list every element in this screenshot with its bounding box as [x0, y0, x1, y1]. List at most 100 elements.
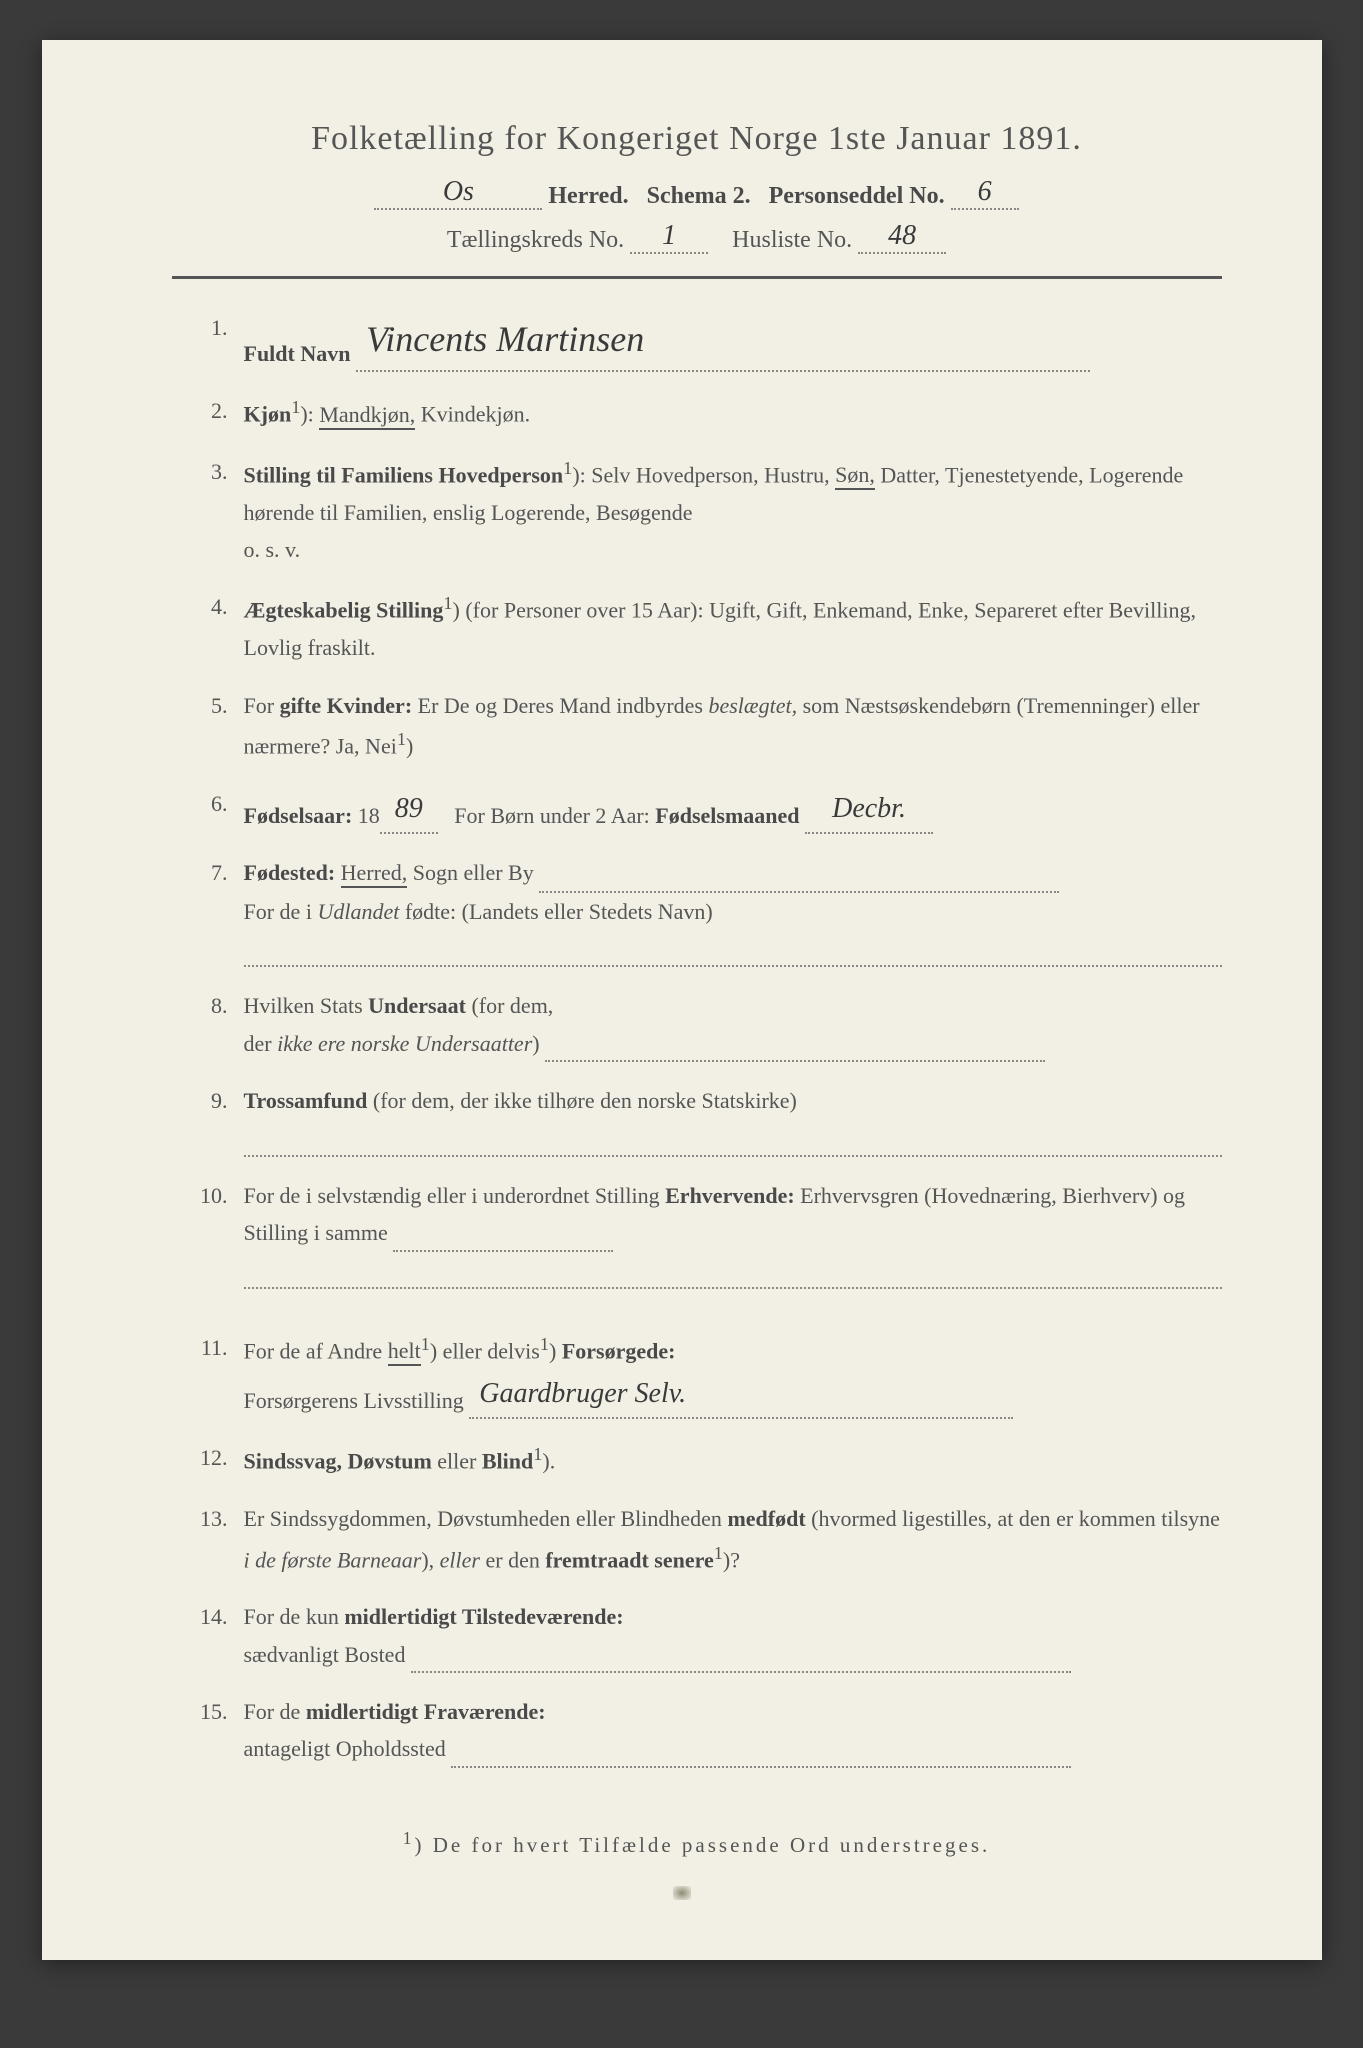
form-title: Folketælling for Kongeriget Norge 1ste J…	[172, 120, 1222, 158]
q3-label: Stilling til Familiens Hovedperson	[244, 462, 564, 487]
q10-dotline2	[244, 1265, 1222, 1289]
q5-italic: beslægtet,	[708, 693, 797, 718]
q8-label: Undersaat	[368, 993, 466, 1018]
q11-sup2: 1	[540, 1334, 549, 1354]
header-line-1: Os Herred. Schema 2. Personseddel No. 6	[172, 176, 1222, 210]
footnote-text: ) De for hvert Tilfælde passende Ord und…	[415, 1833, 991, 1857]
q14-label: midlertidigt Tilstedeværende:	[344, 1604, 623, 1629]
kreds-value: 1	[662, 220, 676, 252]
q6-prefix: 18	[358, 803, 380, 828]
q14-num: 14.	[172, 1598, 244, 1673]
q13-italic2: eller	[440, 1547, 480, 1572]
q3-num: 3.	[172, 453, 244, 569]
q2-opt-kvindekjon: Kvindekjøn.	[421, 402, 530, 427]
census-form-page: Folketælling for Kongeriget Norge 1ste J…	[42, 40, 1322, 1960]
q2-opt-mandkjon: Mandkjøn,	[319, 402, 415, 430]
q8-close: )	[532, 1031, 539, 1056]
q11-value-field: Gaardbruger Selv.	[469, 1370, 1013, 1420]
kreds-label: Tællingskreds No.	[447, 227, 624, 253]
herred-field: Os	[374, 176, 542, 210]
q13-num: 13.	[172, 1500, 244, 1578]
q13-italic1: i de første Barneaar	[244, 1547, 422, 1572]
q2-label: Kjøn	[244, 402, 292, 427]
q12-num: 12.	[172, 1439, 244, 1480]
q11-helt: helt	[388, 1338, 421, 1366]
q2: 2. Kjøn1): Mandkjøn, Kvindekjøn.	[172, 392, 1222, 433]
q6-label: Fødselsaar:	[244, 803, 353, 828]
q15-line2: antageligt Opholdssted	[244, 1736, 446, 1761]
divider	[172, 276, 1222, 279]
q15-label: midlertidigt Fraværende:	[306, 1699, 546, 1724]
q8-text1: Hvilken Stats	[244, 993, 363, 1018]
q10-dotline1	[393, 1228, 613, 1252]
ink-blotch	[673, 1886, 691, 1900]
q4-sup: 1	[443, 593, 452, 613]
q4: 4. Ægteskabelig Stilling1) (for Personer…	[172, 588, 1222, 666]
q6-year-field: 89	[380, 785, 438, 835]
personseddel-field: 6	[951, 176, 1019, 210]
q1-field: Vincents Martinsen	[356, 309, 1090, 372]
q7-label: Fødested:	[244, 860, 336, 885]
q2-num: 2.	[172, 392, 244, 433]
q7-dotline	[539, 869, 1059, 893]
q12-label2: Blind	[482, 1449, 533, 1474]
q2-colon: ):	[300, 402, 313, 427]
q5-num: 5.	[172, 687, 244, 765]
q8-dotline	[545, 1038, 1045, 1062]
herred-label: Herred.	[548, 183, 628, 209]
q12-label: Sindssvag, Døvstum	[244, 1449, 432, 1474]
q7-text1: Sogn eller By	[413, 860, 534, 885]
q15-num: 15.	[172, 1693, 244, 1768]
q11-sup1: 1	[421, 1334, 430, 1354]
q13-text2: (hvormed ligestilles, at den er kommen t…	[811, 1506, 1220, 1531]
q13-text1: Er Sindssygdommen, Døvstumheden eller Bl…	[244, 1506, 722, 1531]
q5-label: gifte Kvinder:	[280, 693, 413, 718]
q11-text2: ) eller delvis	[430, 1338, 540, 1363]
q8-line2: der	[244, 1031, 272, 1056]
q12-close: ).	[542, 1449, 555, 1474]
q14-dotline	[411, 1649, 1071, 1673]
q7-italic: Udlandet	[317, 899, 399, 924]
q3-sup: 1	[563, 458, 572, 478]
q5-close: )	[406, 733, 413, 758]
q13-text3: ),	[421, 1547, 434, 1572]
q5: 5. For gifte Kvinder: Er De og Deres Man…	[172, 687, 1222, 765]
q10: 10. For de i selvstændig eller i underor…	[172, 1177, 1222, 1289]
q9-num: 9.	[172, 1082, 244, 1157]
q1-label: Fuldt Navn	[244, 341, 351, 366]
q11-value: Gaardbruger Selv.	[479, 1370, 686, 1418]
q11-line2: Forsørgerens Livsstilling	[244, 1388, 464, 1413]
q3: 3. Stilling til Familiens Hovedperson1):…	[172, 453, 1222, 569]
q13-text4: er den	[485, 1547, 539, 1572]
q13-close: )?	[723, 1547, 740, 1572]
q5-sup: 1	[397, 729, 406, 749]
q11-num: 11.	[172, 1329, 244, 1419]
husliste-value: 48	[888, 220, 916, 252]
q15-text1: For de	[244, 1699, 301, 1724]
q4-label: Ægteskabelig Stilling	[244, 598, 444, 623]
q9: 9. Trossamfund (for dem, der ikke tilhør…	[172, 1082, 1222, 1157]
q7-num: 7.	[172, 854, 244, 967]
q13-sup: 1	[714, 1543, 723, 1563]
schema-label: Schema 2.	[647, 183, 751, 209]
q15: 15. For de midlertidigt Fraværende: anta…	[172, 1693, 1222, 1768]
q9-dotline	[244, 1133, 1222, 1157]
q13-label1: medfødt	[727, 1506, 805, 1531]
q6-year: 89	[395, 785, 423, 833]
footnote: 1) De for hvert Tilfælde passende Ord un…	[172, 1828, 1222, 1858]
q6-label2: Fødselsmaaned	[655, 803, 799, 828]
q10-label: Erhvervende:	[665, 1183, 795, 1208]
q5-lead: For	[244, 693, 275, 718]
q7-line2a: For de i	[244, 899, 312, 924]
q11: 11. For de af Andre helt1) eller delvis1…	[172, 1329, 1222, 1419]
q14-line2: sædvanligt Bosted	[244, 1642, 406, 1667]
q13-label2: fremtraadt senere	[545, 1547, 713, 1572]
footnote-sup: 1	[403, 1828, 415, 1848]
q6-num: 6.	[172, 785, 244, 835]
husliste-field: 48	[858, 220, 946, 254]
q7-line2b: fødte: (Landets eller Stedets Navn)	[405, 899, 713, 924]
q15-dotline	[451, 1744, 1071, 1768]
husliste-label: Husliste No.	[732, 227, 852, 253]
q12-text: eller	[437, 1449, 476, 1474]
q11-label: Forsørgede:	[562, 1338, 676, 1363]
